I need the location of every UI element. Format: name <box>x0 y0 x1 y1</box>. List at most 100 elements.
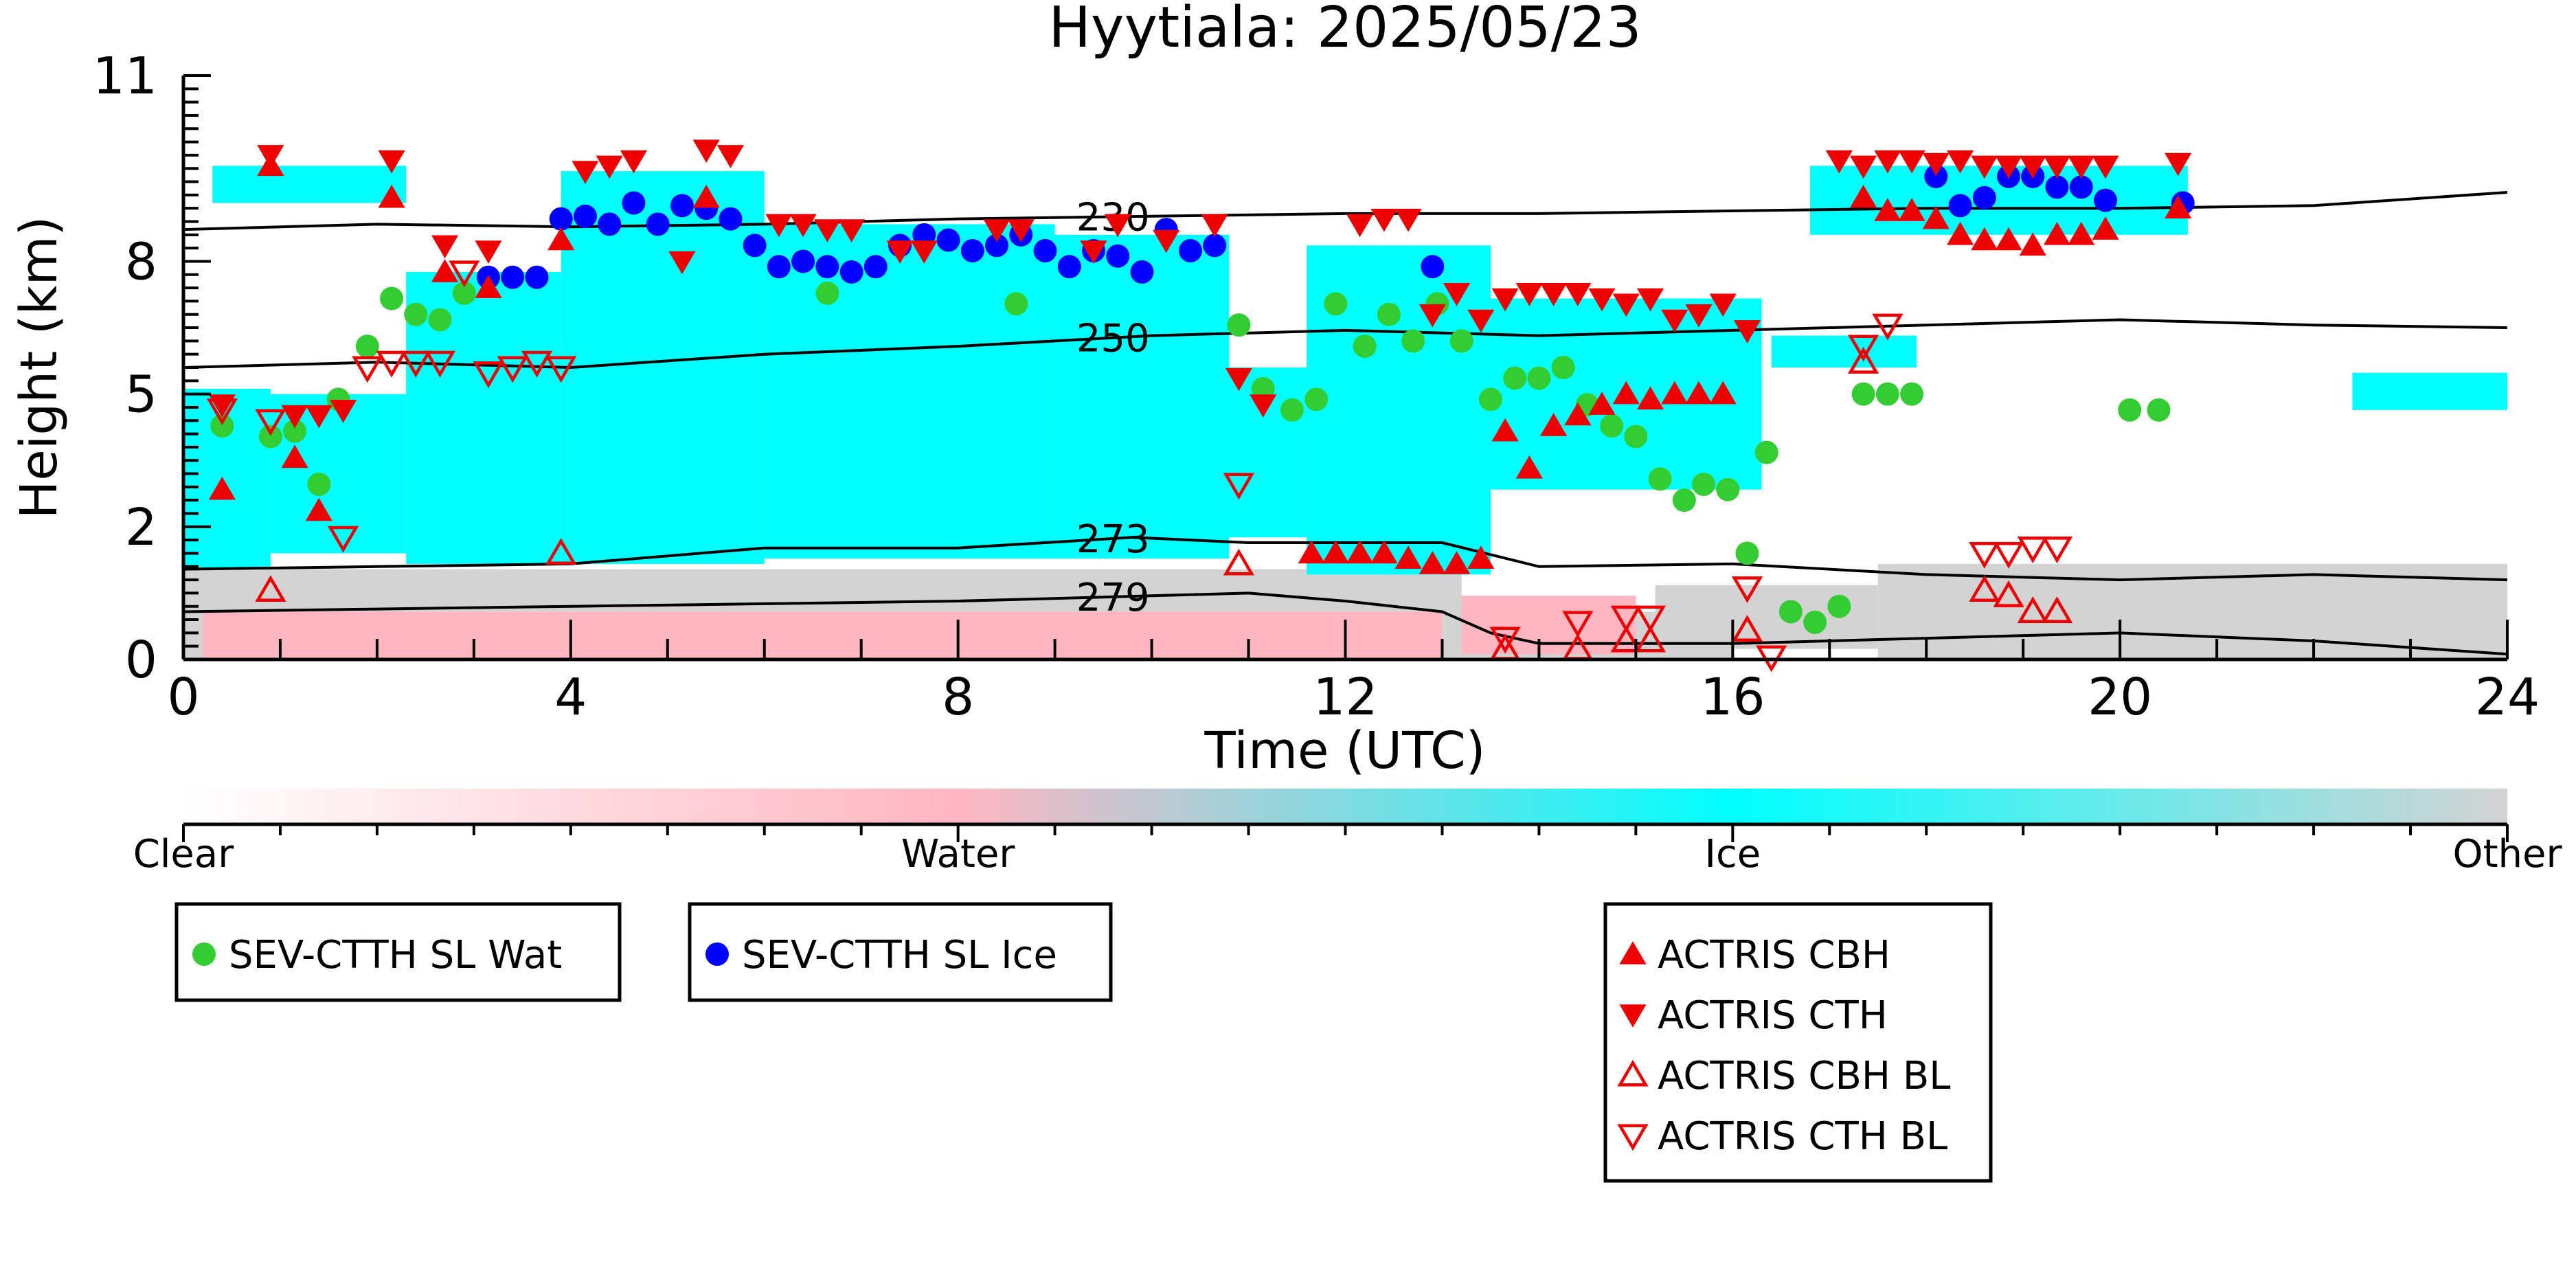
colorbar: Clear Water Ice Other <box>133 789 2563 877</box>
chart-title: Hyytiala: 2025/05/23 <box>1048 0 1641 60</box>
marker-sev-ctth-sl-ice <box>2069 175 2093 199</box>
marker-actris-cth <box>1104 214 1131 238</box>
marker-actris-cbh <box>1636 386 1664 410</box>
marker-actris-cth-bl <box>1872 313 1903 341</box>
marker-sev-ctth-sl-ice <box>1106 244 1130 268</box>
marker-actris-cbh <box>1467 545 1495 569</box>
marker-actris-cbh <box>1394 545 1422 569</box>
marker-actris-cbh <box>431 259 459 282</box>
marker-actris-cbh <box>1370 540 1398 564</box>
marker-sev-ctth-sl-ice <box>1948 194 1972 218</box>
marker-actris-cth <box>789 214 817 238</box>
marker-sev-ctth-sl-ice <box>2045 175 2069 199</box>
marker-sev-ctth-sl-wat <box>1004 292 1028 316</box>
marker-actris-cbh <box>1709 381 1737 405</box>
marker-sev-ctth-sl-wat <box>1803 610 1827 634</box>
x-tick-label: 24 <box>2475 668 2540 727</box>
marker-actris-cbh-bl <box>1223 548 1255 576</box>
marker-actris-cth <box>1491 288 1519 312</box>
marker-actris-cth <box>692 139 720 163</box>
legend-item-actris-cbh: ACTRIS CBH <box>1619 933 1890 978</box>
marker-actris-cth <box>1370 208 1398 232</box>
marker-actris-cbh-bl <box>1610 625 1642 653</box>
marker-sev-ctth-sl-wat <box>1478 387 1502 411</box>
marker-sev-ctth-sl-wat <box>258 425 282 449</box>
marker-actris-cth-bl <box>376 350 407 378</box>
marker-sev-ctth-sl-wat <box>1672 488 1696 512</box>
marker-sev-ctth-sl-ice <box>2094 188 2118 212</box>
marker-actris-cth-bl <box>1562 611 1594 638</box>
marker-actris-cth-bl <box>400 350 431 378</box>
marker-sev-ctth-sl-wat <box>1324 292 1348 316</box>
marker-sev-ctth-sl-ice <box>743 234 767 258</box>
marker-actris-cbh <box>547 227 575 251</box>
marker-actris-cth-bl <box>545 356 577 383</box>
ice-region <box>1171 368 1307 538</box>
marker-actris-cbh <box>475 275 502 298</box>
marker-sev-ctth-sl-wat <box>2118 398 2142 422</box>
marker-actris-cth-bl <box>1969 541 2000 569</box>
marker-actris-cth-bl <box>424 350 456 378</box>
marker-actris-cbh <box>2043 222 2071 245</box>
marker-sev-ctth-sl-ice <box>670 194 694 218</box>
legend-label: SEV-CTTH SL Wat <box>229 933 562 978</box>
marker-sev-ctth-sl-ice <box>767 255 791 279</box>
marker-actris-cth <box>1995 155 2022 179</box>
contour-label-273: 273 <box>1076 517 1150 562</box>
marker-actris-cth <box>1636 288 1664 312</box>
legend-label: ACTRIS CBH <box>1658 933 1890 978</box>
marker-sev-ctth-sl-wat <box>1353 335 1377 359</box>
marker-sev-ctth-sl-wat <box>1527 366 1551 390</box>
marker-sev-ctth-sl-wat <box>1754 440 1778 464</box>
marker-actris-cth <box>1250 394 1277 418</box>
marker-sev-ctth-sl-wat <box>1735 541 1759 565</box>
marker-sev-ctth-sl-wat <box>1227 313 1251 337</box>
legend-box-3: ACTRIS CBH ACTRIS CTH ACTRIS CBH BL ACTRIS … <box>1603 902 1993 1183</box>
marker-sev-ctth-sl-wat <box>404 302 428 326</box>
marker-actris-cth <box>1394 208 1422 232</box>
legend-item-actris-cth: ACTRIS CTH <box>1619 993 1888 1038</box>
marker-sev-ctth-sl-wat <box>1778 600 1803 624</box>
marker-sev-ctth-sl-ice <box>1130 260 1154 284</box>
marker-actris-cbh-bl <box>255 575 286 602</box>
marker-sev-ctth-sl-ice <box>549 207 573 231</box>
marker-actris-cth <box>2092 155 2119 179</box>
marker-actris-cth <box>572 161 599 184</box>
marker-actris-cbh <box>1346 540 1374 564</box>
marker-actris-cth-bl <box>2017 536 2048 564</box>
marker-sev-ctth-sl-ice <box>1421 255 1445 279</box>
contour-label-250: 250 <box>1076 317 1150 361</box>
legend-marker <box>1617 1059 1649 1087</box>
marker-actris-cth <box>765 214 793 238</box>
colorbar-labels: Clear Water Ice Other <box>133 832 2563 877</box>
legend-label: SEV-CTTH SL Ice <box>742 933 1057 978</box>
marker-sev-ctth-sl-wat <box>452 281 476 305</box>
legend-label: ACTRIS CTH <box>1658 993 1888 1038</box>
marker-sev-ctth-sl-ice <box>1057 255 1081 279</box>
marker-actris-cbh <box>1947 222 1974 245</box>
marker-actris-cth <box>910 240 938 264</box>
marker-actris-cbh-bl <box>545 538 577 565</box>
legend-box-1: SEV-CTTH SL Wat <box>174 902 622 1002</box>
marker-actris-cth <box>813 219 841 242</box>
marker-sev-ctth-sl-wat <box>210 414 234 438</box>
marker-sev-ctth-sl-wat <box>1377 302 1401 326</box>
marker-actris-cbh <box>1540 413 1568 436</box>
marker-actris-cbh-bl <box>2017 596 2048 623</box>
marker-actris-cbh <box>2165 195 2192 218</box>
marker-actris-cbh <box>2019 232 2046 256</box>
marker-actris-cth <box>1898 150 1925 174</box>
marker-actris-cbh <box>1850 184 1877 208</box>
marker-actris-cbh <box>1588 392 1616 415</box>
marker-sev-ctth-sl-ice <box>573 204 597 228</box>
marker-sev-ctth-sl-wat <box>380 286 404 310</box>
marker-actris-cth-bl <box>497 356 528 383</box>
marker-actris-cth <box>1153 229 1180 253</box>
marker-actris-cth <box>2068 155 2095 179</box>
marker-sev-ctth-sl-wat <box>1648 467 1672 491</box>
y-ticks: 0 2 5 8 11 <box>93 47 211 690</box>
marker-sev-ctth-sl-ice <box>985 234 1009 258</box>
legend-frame <box>174 902 622 1002</box>
ice-region <box>1771 335 1917 368</box>
